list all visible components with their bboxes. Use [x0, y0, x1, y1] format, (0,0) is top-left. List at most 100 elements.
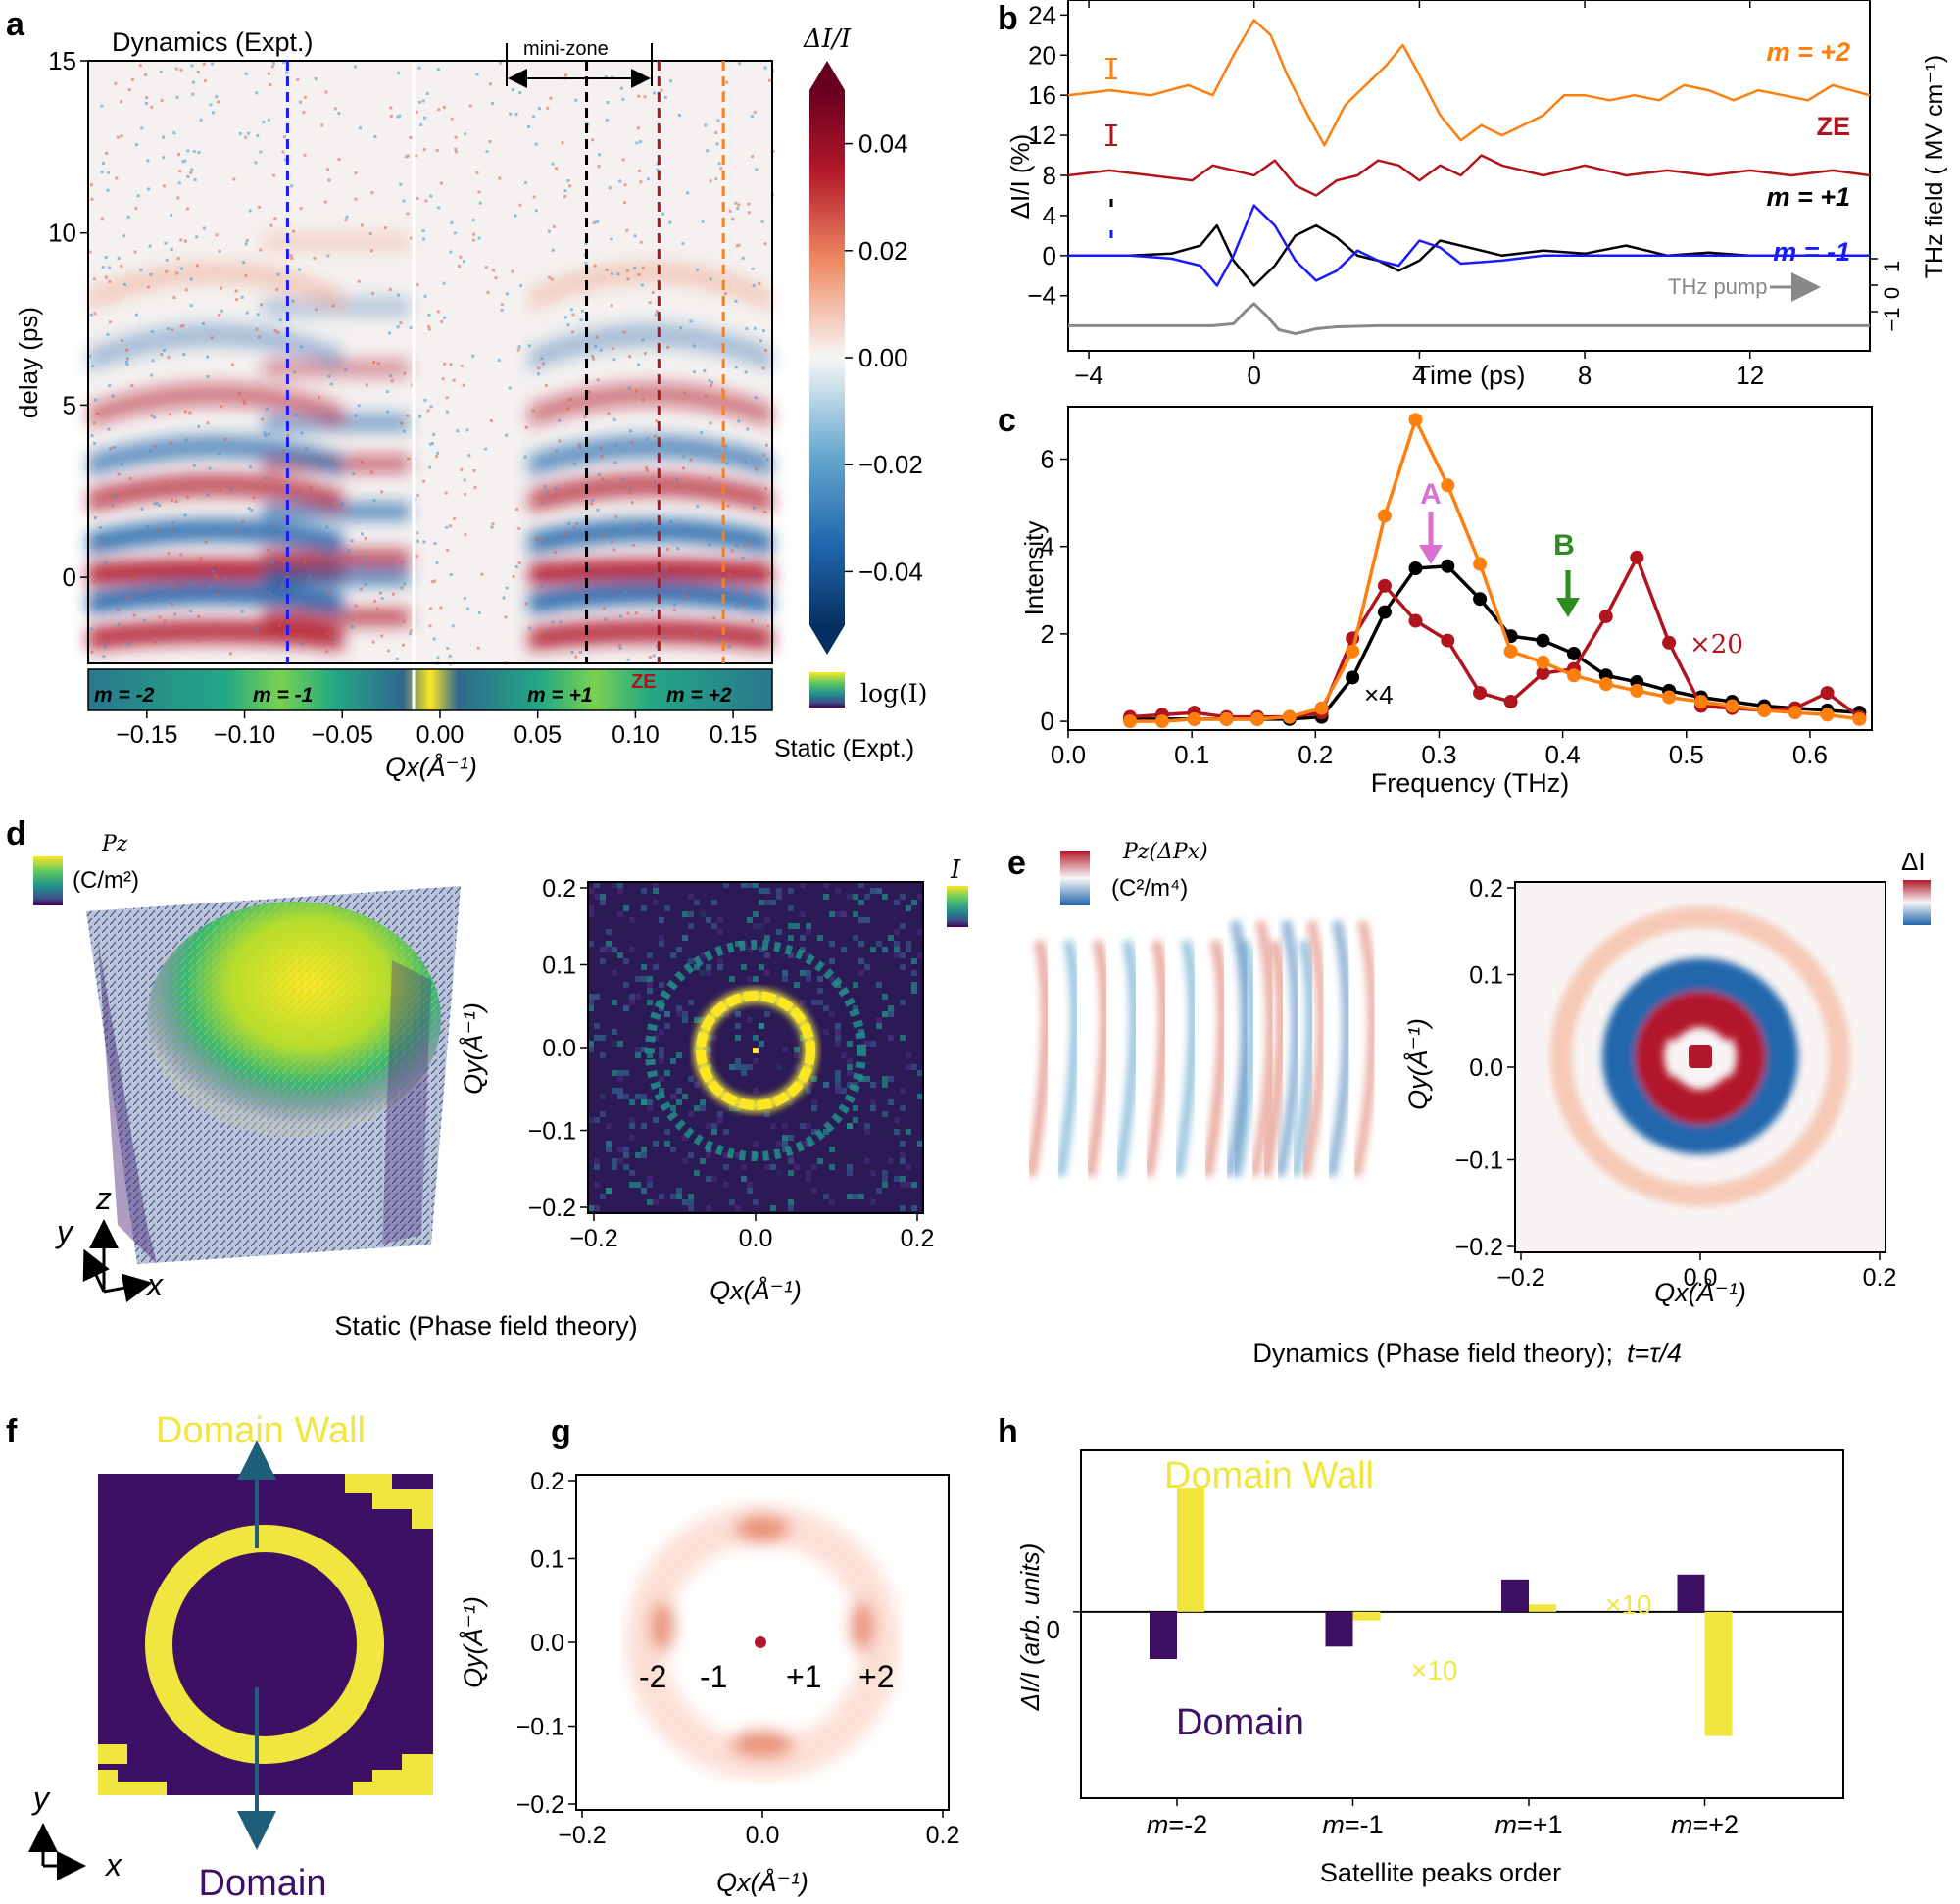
- panel-d-noise-pixel: [612, 1029, 617, 1035]
- panel-h-xtick-order: =-1: [1345, 1810, 1384, 1839]
- colorbar-tick-label: 0.00: [858, 343, 908, 372]
- panel-h-xtick-order: =-2: [1168, 1810, 1207, 1839]
- panel-a-noise-dot: [103, 645, 107, 649]
- panel-d-noise-pixel: [706, 970, 711, 976]
- panel-d-noise-pixel: [817, 1000, 823, 1005]
- panel-d-noise-pixel: [723, 1182, 729, 1188]
- panel-a-noise-dot: [726, 504, 730, 508]
- panel-a-noise-dot: [433, 542, 437, 546]
- panel-a-noise-dot: [635, 389, 639, 393]
- panel-d-noise-pixel: [617, 1076, 623, 1082]
- panel-d-noise-pixel: [747, 1182, 753, 1188]
- panel-a-noise-dot: [579, 318, 583, 322]
- panel-a-noise-dot: [616, 272, 620, 276]
- panel-a-noise-dot: [352, 472, 356, 476]
- panel-a-noise-dot: [130, 77, 134, 81]
- panel-c-point-m-2: [1536, 655, 1550, 669]
- order-minus1: -1: [700, 1659, 727, 1694]
- panel-a-noise-dot: [248, 209, 252, 213]
- panel-a-noise-dot: [635, 141, 639, 145]
- panel-d-noise-pixel: [876, 1017, 882, 1023]
- panel-a-noise-dot: [299, 599, 303, 603]
- panel-a-noise-dot: [282, 559, 286, 562]
- panel-a-noise-dot: [167, 552, 171, 556]
- panel-d-noise-pixel: [823, 882, 829, 888]
- panel-d-noise-pixel: [858, 1029, 864, 1035]
- panel-d-noise-pixel: [864, 941, 870, 947]
- panel-a-noise-dot: [244, 72, 248, 75]
- panel-d-noise-pixel: [635, 1047, 641, 1052]
- panel-d-noise-pixel: [753, 976, 759, 982]
- panel-a-noise-dot: [330, 457, 334, 461]
- panel-letter-b: b: [998, 0, 1018, 37]
- panel-a-noise-dot: [244, 135, 248, 139]
- panel-d-noise-pixel: [617, 929, 623, 935]
- panel-d-noise-pixel: [800, 1005, 806, 1011]
- panel-a-noise-dot: [473, 486, 477, 490]
- panel-a-noise-dot: [437, 108, 441, 112]
- panel-a-noise-dot: [284, 630, 288, 634]
- panel-a-noise-dot: [679, 326, 683, 330]
- panel-d-noise-pixel: [741, 964, 747, 970]
- panel-d-noise-pixel: [835, 1023, 841, 1029]
- panel-a-noise-dot: [415, 110, 418, 114]
- panel-d-noise-pixel: [600, 900, 606, 905]
- panel-d-noise-pixel: [753, 1017, 759, 1023]
- panel-a-noise-dot: [247, 507, 251, 511]
- panel-a-noise-dot: [768, 571, 772, 575]
- panel-d-noise-pixel: [682, 1158, 688, 1164]
- panel-c-point-m-2: [1377, 509, 1392, 523]
- panel-a-noise-dot: [353, 65, 357, 69]
- panel-d-noise-pixel: [800, 882, 806, 888]
- panel-c-point-m-2: [1788, 706, 1802, 720]
- axis-y: y: [55, 1214, 74, 1249]
- panel-a-band: [88, 581, 343, 614]
- panel-a-noise-dot: [196, 70, 200, 73]
- panel-a-noise-dot: [591, 499, 595, 503]
- panel-d-noise-pixel: [882, 1182, 888, 1188]
- panel-a-band: [263, 549, 410, 567]
- panel-a-band: [529, 559, 772, 586]
- panel-a-noise-dot: [734, 299, 738, 303]
- panel-a-noise-dot: [416, 493, 419, 497]
- panel-d-noise-pixel: [612, 923, 617, 929]
- panel-a-noise-dot: [142, 618, 146, 622]
- panel-a-noise-dot: [206, 355, 210, 359]
- panel-d-noise-pixel: [847, 1064, 853, 1070]
- panel-d-noise-pixel: [753, 1199, 759, 1205]
- panel-a-noise-dot: [166, 327, 170, 331]
- panel-d-noise-pixel: [900, 1035, 906, 1041]
- mini-zone-marker: mini-zone: [506, 38, 653, 88]
- panel-d-noise-pixel: [612, 970, 617, 976]
- panel-a-noise-dot: [619, 86, 623, 90]
- panel-a-noise-dot: [144, 102, 148, 106]
- panel-a-noise-dot: [655, 310, 659, 314]
- panel-d-noise-pixel: [764, 1111, 770, 1117]
- panel-d-noise-pixel: [876, 900, 882, 905]
- panel-a-noise-dot: [653, 480, 657, 484]
- panel-a-noise-dot: [724, 444, 728, 448]
- panel-a-noise-dot: [210, 584, 214, 588]
- panel-d-noise-pixel: [906, 905, 911, 911]
- panel-a-noise-dot: [764, 487, 768, 491]
- panel-c-point--4: [1346, 670, 1360, 685]
- panel-a-noise-dot: [558, 439, 562, 443]
- panel-d-noise-pixel: [806, 1170, 811, 1176]
- panel-a-noise-dot: [584, 262, 588, 266]
- panel-a-noise-dot: [206, 493, 210, 497]
- panel-a-noise-dot: [186, 207, 190, 211]
- panel-a-noise-dot: [516, 348, 520, 352]
- panel-d-noise-pixel: [841, 929, 847, 935]
- panel-a-dashed-lines: [285, 61, 725, 663]
- panel-d-noise-pixel: [817, 1158, 823, 1164]
- panel-d-noise-pixel: [853, 935, 858, 941]
- panel-a-noise-dot: [106, 332, 110, 336]
- panel-d-noise-pixel: [776, 1011, 782, 1017]
- panel-d-noise-pixel: [841, 1088, 847, 1094]
- panel-d-noise-pixel: [623, 1164, 629, 1170]
- panel-a-noise-dot: [240, 610, 244, 613]
- panel-d-noise-pixel: [717, 976, 723, 982]
- panel-a-noise-dot: [325, 632, 329, 636]
- panel-a-noise-dot: [99, 525, 103, 529]
